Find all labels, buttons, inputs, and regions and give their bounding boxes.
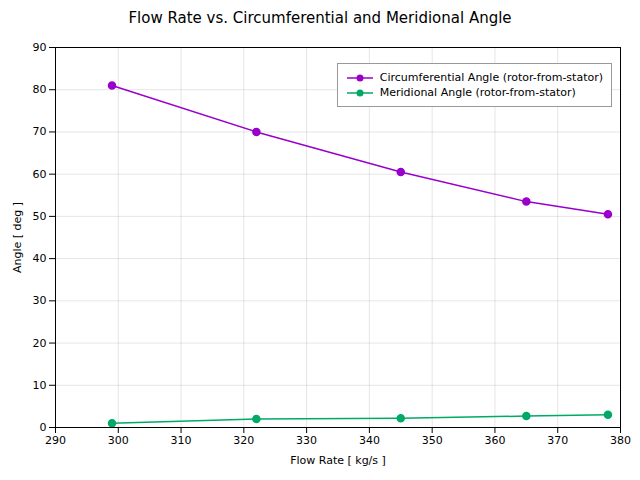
svg-text:370: 370 (547, 434, 568, 447)
svg-text:330: 330 (296, 434, 317, 447)
html-text:Flow Rate vs. Circumferential: Flow Rate vs. Circumferential and Meridi… (128, 9, 512, 27)
svg-text:70: 70 (33, 125, 47, 138)
svg-text:340: 340 (359, 434, 380, 447)
svg-text:300: 300 (108, 434, 129, 447)
svg-text:310: 310 (171, 434, 192, 447)
svg-text:90: 90 (33, 41, 47, 54)
svg-text:30: 30 (33, 294, 47, 307)
svg-text:Angle [ deg ]: Angle [ deg ] (11, 202, 24, 273)
html-text:Circumferential Angle (rotor-f: Circumferential Angle (rotor-from-stator… (379, 71, 603, 84)
svg-text:380: 380 (610, 434, 631, 447)
svg-text:320: 320 (233, 434, 254, 447)
svg-text:20: 20 (33, 337, 47, 350)
svg-text:50: 50 (33, 210, 47, 223)
html-text:Meridional Angle (rotor-from-s: Meridional Angle (rotor-from-stator) (379, 86, 576, 99)
svg-text:290: 290 (45, 434, 66, 447)
svg-text:40: 40 (33, 252, 47, 265)
svg-text:Flow Rate [ kg/s ]: Flow Rate [ kg/s ] (290, 454, 386, 467)
svg-text:350: 350 (422, 434, 443, 447)
svg-text:80: 80 (33, 83, 47, 96)
svg-text:0: 0 (40, 421, 47, 434)
svg-text:10: 10 (33, 379, 47, 392)
svg-text:60: 60 (33, 168, 47, 181)
svg-text:360: 360 (484, 434, 505, 447)
